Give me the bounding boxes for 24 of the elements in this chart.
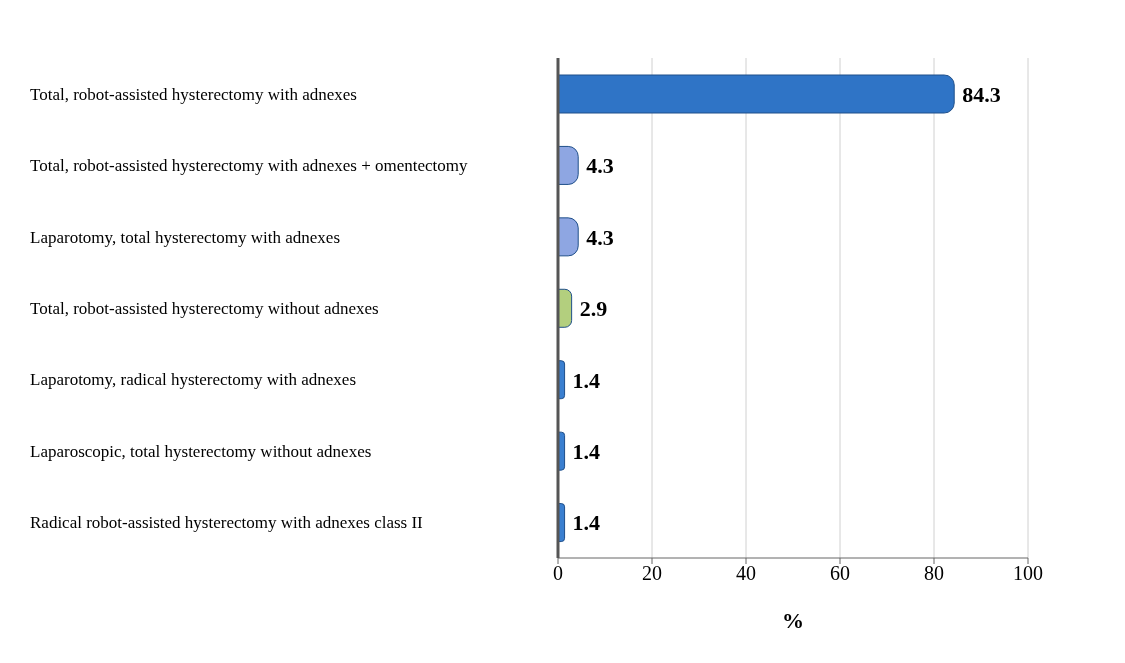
x-tick-label: 40 <box>736 562 756 585</box>
x-tick-label: 100 <box>1013 562 1043 585</box>
y-tick-label: Total, robot-assisted hysterectomy with adnexes <box>30 84 357 104</box>
data-label: 4.3 <box>586 153 614 179</box>
data-label: 1.4 <box>572 367 601 393</box>
y-tick-label: Laparotomy, total hysterectomy with adnexes <box>30 227 341 247</box>
bar <box>558 145 579 185</box>
y-tick-label: Laparotomy, radical hysterectomy with adnexes <box>30 369 357 389</box>
x-tick-label: 80 <box>924 562 944 585</box>
bar <box>558 217 579 257</box>
bar <box>558 74 955 114</box>
data-label: 2.9 <box>579 296 608 322</box>
y-tick-label: Total, robot-assisted hysterectomy without adnexes <box>30 298 379 318</box>
x-tick-label: 0 <box>553 562 563 585</box>
data-label: 1.4 <box>572 438 601 464</box>
x-tick-label: 60 <box>830 562 850 585</box>
y-tick-label: Laparoscopic, total hysterectomy without adnexes <box>30 441 372 461</box>
y-tick-label: Total, robot-assisted hysterectomy with adnexes + omentectomy <box>30 155 469 175</box>
data-label: 4.3 <box>586 224 614 250</box>
x-tick-label: 20 <box>642 562 662 585</box>
x-axis-title: % <box>782 608 804 633</box>
y-tick-label: Radical robot-assisted hysterectomy with adnexes class II <box>30 512 424 532</box>
data-label: 1.4 <box>572 510 601 536</box>
data-label: 84.3 <box>962 81 1001 107</box>
